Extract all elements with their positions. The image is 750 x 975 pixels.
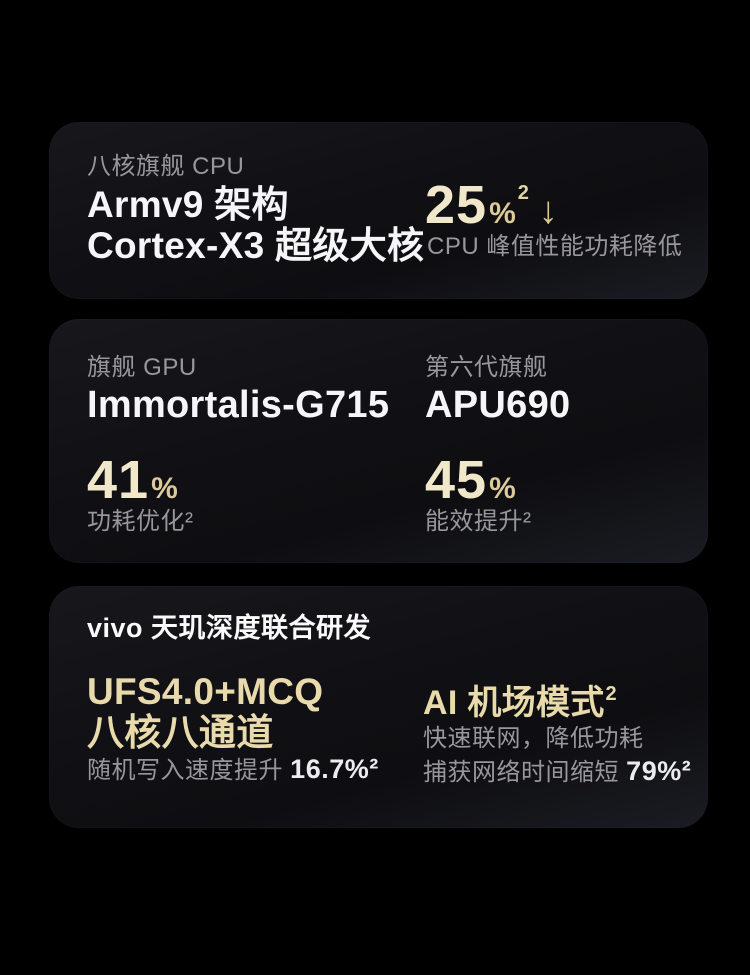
gpu-heading: Immortalis-G715 [87,384,390,426]
storage-title: UFS4.0+MCQ 八核八通道 [87,671,323,753]
apu-stat-percent: % [489,472,516,505]
apu-stat-caption: 能效提升² [425,508,532,535]
storage-caption: 随机写入速度提升 16.7%² [87,754,379,786]
storage-caption-text: 随机写入速度提升 [87,757,291,784]
apu-column: 第六代旗舰 APU690 45 % 能效提升² [425,319,705,563]
cpu-card: 八核旗舰 CPU Armv9 架构 Cortex-X3 超级大核 25 % 2 … [49,122,708,299]
ai-desc-line1: 快速联网，降低功耗 [423,725,644,752]
gpu-stat-value: 41 [87,450,150,510]
storage-column: UFS4.0+MCQ 八核八通道 随机写入速度提升 16.7%² [87,586,417,828]
cpu-card-label: 八核旗舰 CPU [87,153,245,180]
cpu-stat-percent: % [489,197,516,230]
apu-stat-value: 45 [425,450,488,510]
ai-desc-line2-value: 79%² [626,756,692,786]
cpu-stat: 25 % 2 ↓ [425,175,558,235]
cpu-heading-line2: Cortex-X3 超级大核 [87,225,425,266]
storage-caption-value: 16.7%² [290,754,379,784]
ai-desc-line2: 捕获网络时间缩短 79%² [423,755,691,789]
codev-card: vivo 天玑深度联合研发 UFS4.0+MCQ 八核八通道 随机写入速度提升 … [49,586,708,828]
cpu-stat-footnote: 2 [517,182,529,204]
ai-column: AI 机场模式2 快速联网，降低功耗 捕获网络时间缩短 79%² [423,586,723,828]
storage-title-line1: UFS4.0+MCQ [87,671,324,712]
down-arrow-icon: ↓ [538,190,558,232]
ai-title-footnote: 2 [605,683,617,705]
cpu-stat-value: 25 [425,175,488,235]
ai-desc-line2-text: 捕获网络时间缩短 [423,759,627,786]
gpu-column: 旗舰 GPU Immortalis-G715 41 % 功耗优化² [87,319,417,563]
apu-heading: APU690 [425,384,571,426]
cpu-heading: Armv9 架构 Cortex-X3 超级大核 [87,184,424,266]
gpu-stat-caption: 功耗优化² [87,508,194,535]
ai-title: AI 机场模式2 [423,674,617,724]
gpu-label: 旗舰 GPU [87,354,197,381]
gpu-stat: 41 % [87,450,178,510]
apu-stat: 45 % [425,450,516,510]
cpu-heading-line1: Armv9 架构 [87,184,289,225]
storage-title-line2: 八核八通道 [87,712,274,753]
gpu-stat-percent: % [151,472,178,505]
apu-label: 第六代旗舰 [425,354,548,381]
gpu-apu-card: 旗舰 GPU Immortalis-G715 41 % 功耗优化² 第六代旗舰 … [49,319,708,563]
ai-title-text: AI 机场模式 [423,684,605,722]
cpu-stat-caption: CPU 峰值性能功耗降低 [427,233,683,260]
ai-desc: 快速联网，降低功耗 捕获网络时间缩短 79%² [423,722,691,789]
codev-header: vivo 天玑深度联合研发 [87,613,372,643]
